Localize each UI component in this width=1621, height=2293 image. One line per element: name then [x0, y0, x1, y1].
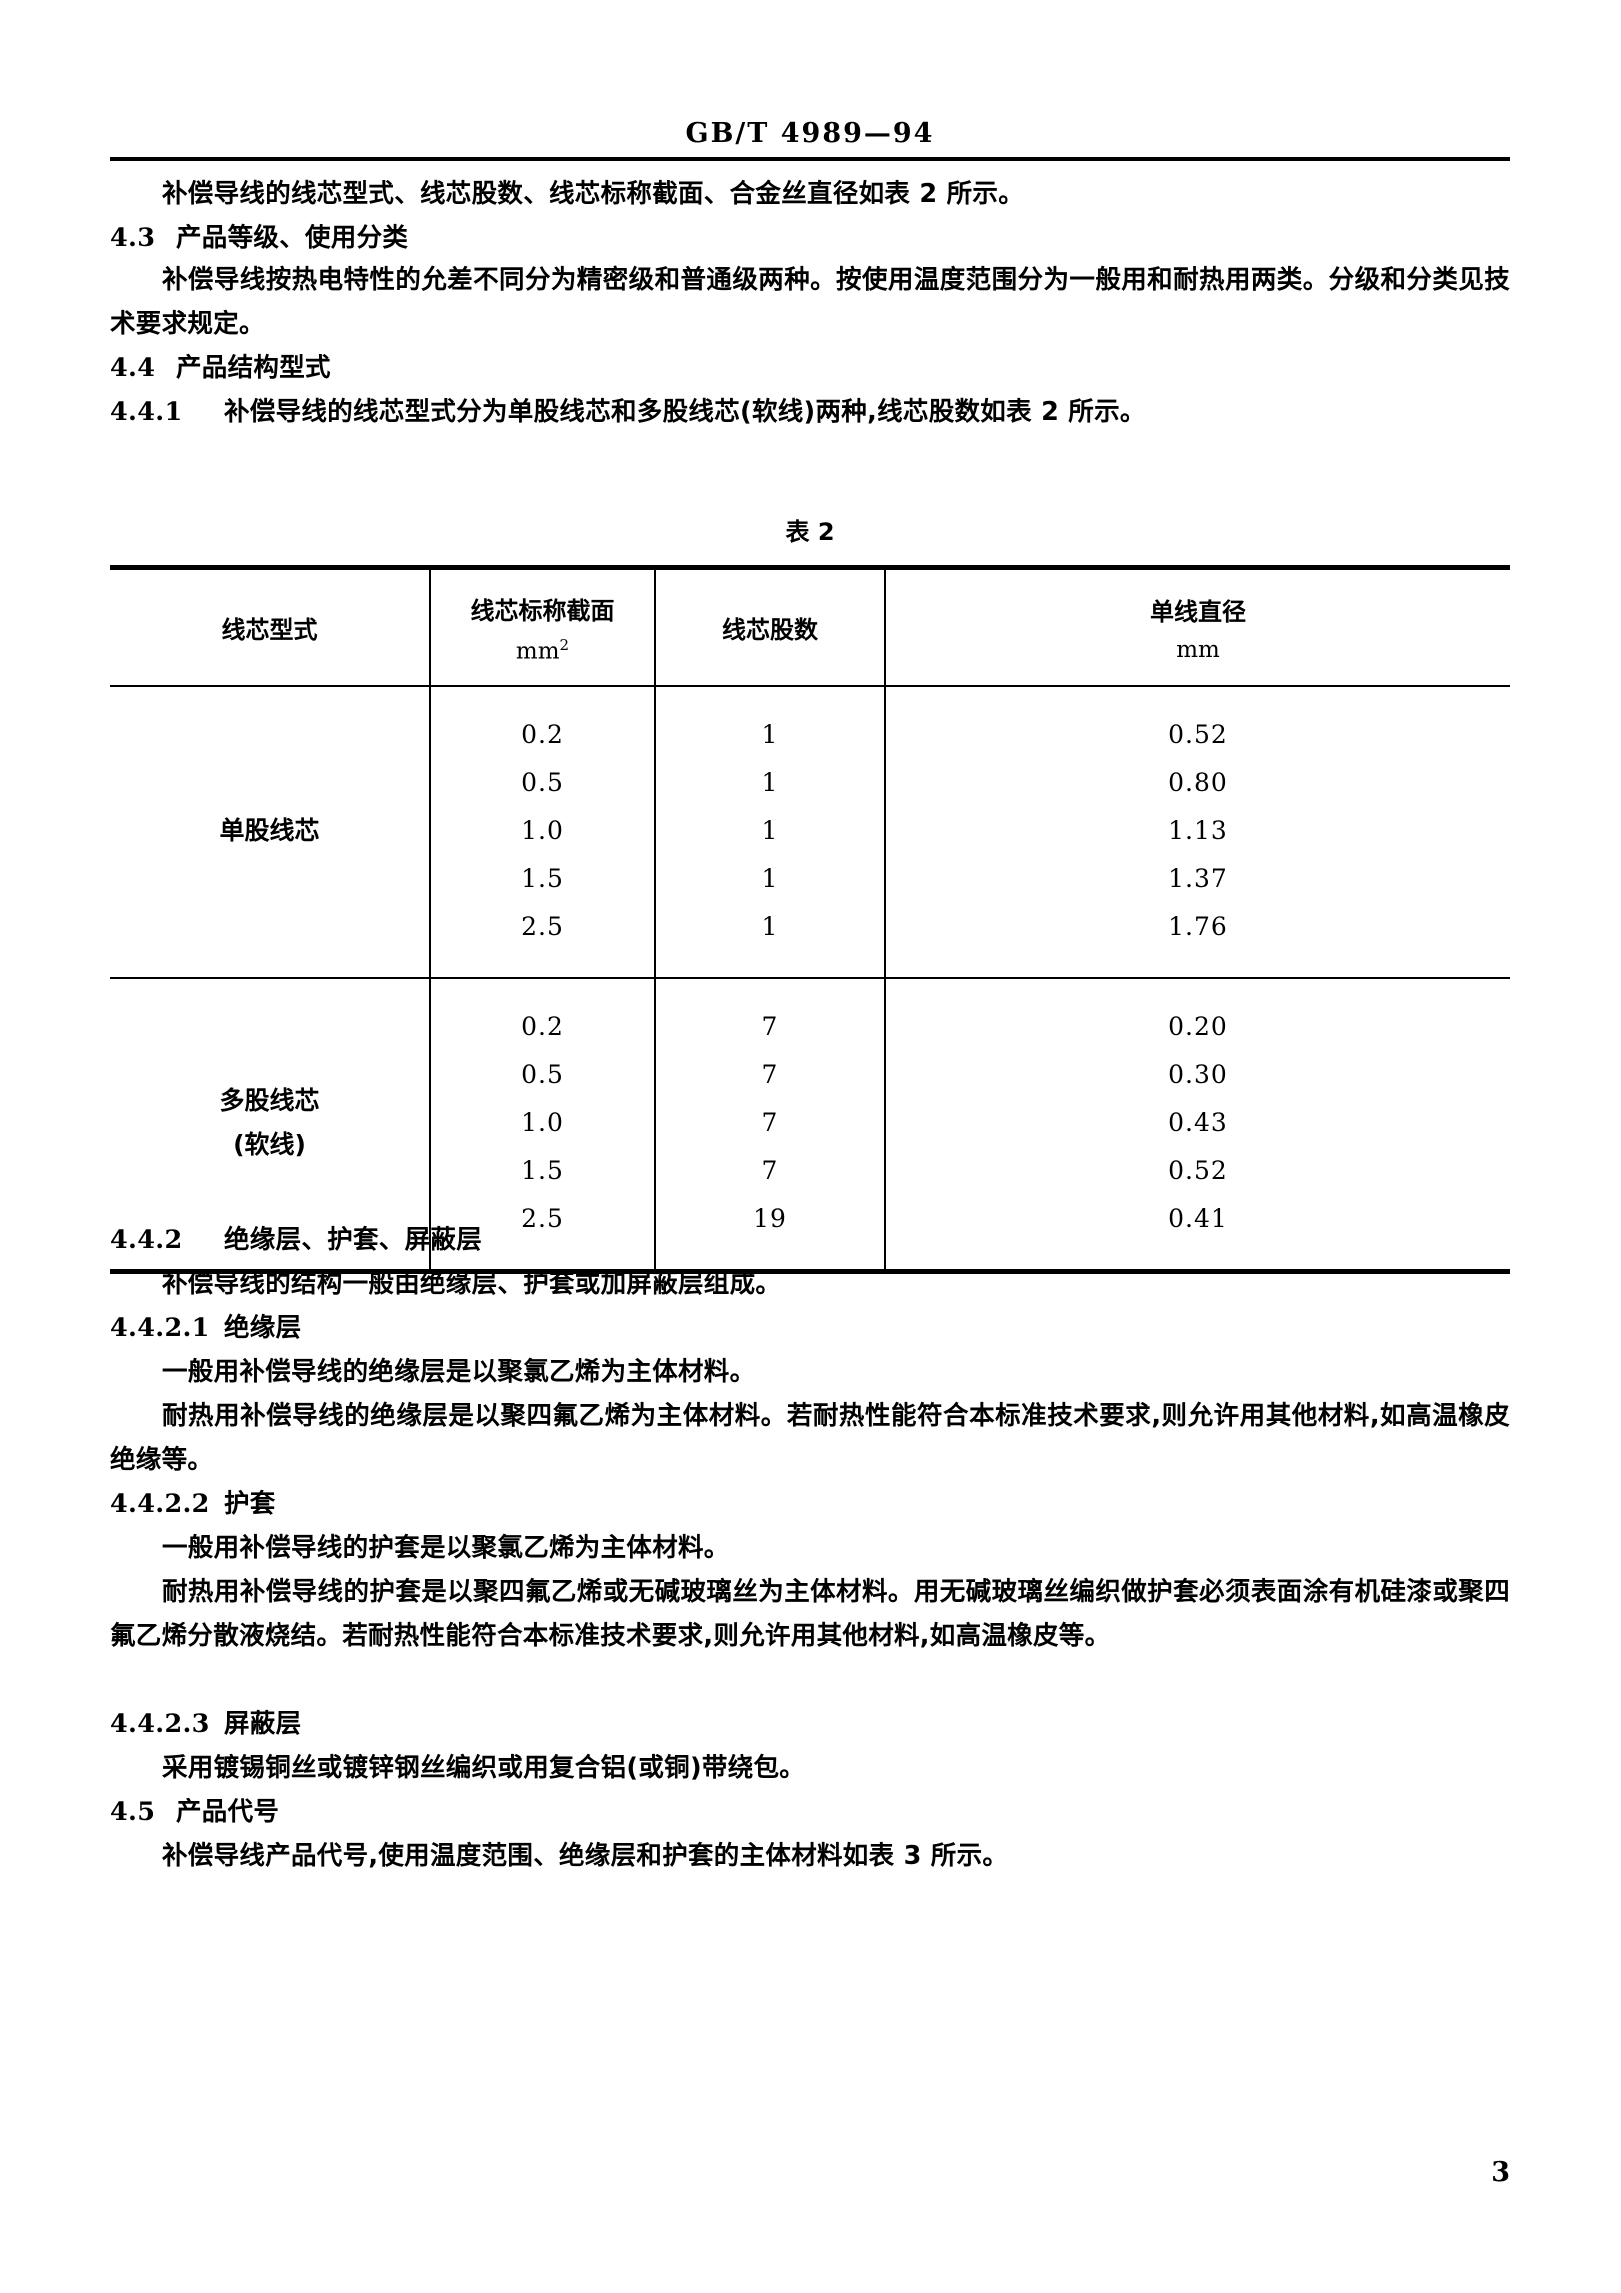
row-label-single-strand: 单股线芯: [110, 686, 430, 979]
section-value: 1.0: [521, 1108, 564, 1137]
heading-4-4-2-1-number: 4.4.2.1: [110, 1313, 210, 1343]
table-row: 单股线芯 0.2 0.5 1.0 1.5 2.5 1 1 1 1 1: [110, 686, 1510, 979]
diameter-value: 1.37: [1168, 864, 1228, 893]
table-2-body: 单股线芯 0.2 0.5 1.0 1.5 2.5 1 1 1 1 1: [110, 686, 1510, 1274]
diameter-value: 1.76: [1168, 912, 1228, 941]
paragraph-4-4-2-1-a: 一般用补偿导线的绝缘层是以聚氯乙烯为主体材料。: [162, 1357, 756, 1387]
strand-value: 7: [761, 1108, 779, 1137]
heading-4-4-2-2: 4.4.2.2 护套: [110, 1482, 1510, 1526]
heading-4-4-2-2-number: 4.4.2.2: [110, 1489, 210, 1519]
row-label-multi-strand-subtext: (软线): [233, 1130, 306, 1159]
strand-value: 7: [761, 1156, 779, 1185]
paragraph-4-4-2: 补偿导线的结构一般由绝缘层、护套或加屏蔽层组成。: [162, 1269, 782, 1299]
heading-4-4-2: 4.4.2 绝缘层、护套、屏蔽层: [110, 1218, 1510, 1262]
diameter-value: 0.52: [1168, 720, 1228, 749]
standard-number: GB/T 4989—94: [685, 118, 935, 149]
heading-4-4-1: 4.4.1 补偿导线的线芯型式分为单股线芯和多股线芯(软线)两种,线芯股数如表 2…: [110, 390, 1510, 434]
section-value: 2.5: [521, 912, 564, 941]
section-value: 0.2: [521, 720, 564, 749]
strand-value: 1: [761, 864, 779, 893]
diameter-value: 0.30: [1168, 1060, 1228, 1089]
strand-value: 7: [761, 1012, 779, 1041]
strand-value: 7: [761, 1060, 779, 1089]
table-2-wrapper: 线芯型式 线芯标称截面 mm2 线芯股数 单线直径 mm: [110, 565, 1510, 1274]
heading-4-5-title: 产品代号: [176, 1797, 280, 1827]
column-header-single-wire-diameter: 单线直径 mm: [884, 565, 1510, 687]
paragraph-4-3: 补偿导线按热电特性的允差不同分为精密级和普通级两种。按使用温度范围分为一般用和耐…: [110, 265, 1510, 339]
heading-4-4-2-title: 绝缘层、护套、屏蔽层: [224, 1225, 483, 1255]
column-header-core-type: 线芯型式: [110, 565, 430, 687]
strand-value: 1: [761, 768, 779, 797]
cell-diameters-group-0: 0.52 0.80 1.13 1.37 1.76: [884, 686, 1510, 979]
strand-value: 1: [761, 816, 779, 845]
column-header-strand-count-title: 线芯股数: [722, 616, 818, 644]
heading-4-5-number: 4.5: [110, 1797, 156, 1827]
table-2-header: 线芯型式 线芯标称截面 mm2 线芯股数 单线直径 mm: [110, 565, 1510, 687]
cell-sections-group-1: 0.2 0.5 1.0 1.5 2.5: [429, 978, 655, 1274]
heading-4-4-2-1: 4.4.2.1 绝缘层: [110, 1306, 1510, 1350]
page-header: GB/T 4989—94: [110, 118, 1510, 149]
heading-4-4: 4.4 产品结构型式: [110, 346, 1510, 390]
cell-sections-group-0: 0.2 0.5 1.0 1.5 2.5: [429, 686, 655, 979]
column-header-strand-count: 线芯股数: [654, 565, 885, 687]
diameter-value: 1.13: [1168, 816, 1228, 845]
page-number: 3: [1491, 2157, 1510, 2188]
cell-diameters-group-1: 0.20 0.30 0.43 0.52 0.41: [884, 978, 1510, 1274]
diameter-value: 0.43: [1168, 1108, 1228, 1137]
heading-4-4-2-3-number: 4.4.2.3: [110, 1709, 210, 1739]
heading-4-4-2-3: 4.4.2.3 屏蔽层: [110, 1702, 1510, 1746]
row-label-multi-strand-text: 多股线芯: [219, 1086, 320, 1115]
heading-4-3-number: 4.3: [110, 223, 156, 253]
heading-4-4-2-1-title: 绝缘层: [224, 1313, 302, 1343]
heading-4-4-2-2-title: 护套: [224, 1489, 276, 1519]
paragraph-4-4-2-1-b: 耐热用补偿导线的绝缘层是以聚四氟乙烯为主体材料。若耐热性能符合本标准技术要求,则…: [110, 1401, 1510, 1475]
heading-4-3: 4.3 产品等级、使用分类: [110, 216, 1510, 260]
section-value: 1.0: [521, 816, 564, 845]
section-value: 0.5: [521, 1060, 564, 1089]
section-value: 2.5: [521, 1204, 564, 1233]
row-label-multi-strand: 多股线芯 (软线): [110, 978, 430, 1274]
diameter-value: 0.52: [1168, 1156, 1228, 1185]
diameter-value: 0.20: [1168, 1012, 1228, 1041]
heading-4-4-number: 4.4: [110, 353, 156, 383]
section-value: 0.5: [521, 768, 564, 797]
section-value: 1.5: [521, 1156, 564, 1185]
heading-4-4-2-number: 4.4.2: [110, 1225, 183, 1255]
column-header-single-wire-diameter-unit: mm: [1176, 637, 1220, 663]
table-row: 多股线芯 (软线) 0.2 0.5 1.0 1.5 2.5 7 7 7: [110, 978, 1510, 1274]
cell-strands-group-0: 1 1 1 1 1: [654, 686, 885, 979]
section-value: 1.5: [521, 864, 564, 893]
heading-4-3-title: 产品等级、使用分类: [176, 223, 409, 253]
heading-4-4-1-text: 补偿导线的线芯型式分为单股线芯和多股线芯(软线)两种,线芯股数如表 2 所示。: [224, 397, 1146, 427]
diameter-value: 0.41: [1168, 1204, 1228, 1233]
cell-strands-group-1: 7 7 7 7 19: [654, 978, 885, 1274]
column-header-single-wire-diameter-title: 单线直径: [1150, 598, 1246, 626]
column-header-nominal-section-unit: mm2: [515, 635, 570, 665]
heading-4-4-2-3-title: 屏蔽层: [224, 1709, 302, 1739]
table-2: 线芯型式 线芯标称截面 mm2 线芯股数 单线直径 mm: [110, 565, 1510, 1274]
paragraph-4-4-2-2-a: 一般用补偿导线的护套是以聚氯乙烯为主体材料。: [162, 1533, 730, 1563]
diameter-value: 0.80: [1168, 768, 1228, 797]
heading-4-4-title: 产品结构型式: [176, 353, 331, 383]
header-divider-rule: [110, 157, 1510, 161]
section-value: 0.2: [521, 1012, 564, 1041]
paragraph-4-4-2-3: 采用镀锡铜丝或镀锌钢丝编织或用复合铝(或铜)带绕包。: [162, 1753, 806, 1783]
paragraph-intro: 补偿导线的线芯型式、线芯股数、线芯标称截面、合金丝直径如表 2 所示。: [162, 179, 1024, 209]
table-2-caption: 表 2: [785, 518, 835, 546]
table-header-row: 线芯型式 线芯标称截面 mm2 线芯股数 单线直径 mm: [110, 565, 1510, 687]
heading-4-5: 4.5 产品代号: [110, 1790, 1510, 1834]
heading-4-4-1-number: 4.4.1: [110, 397, 183, 427]
column-header-core-type-title: 线芯型式: [221, 616, 318, 644]
row-label-single-strand-text: 单股线芯: [219, 816, 320, 845]
paragraph-4-5: 补偿导线产品代号,使用温度范围、绝缘层和护套的主体材料如表 3 所示。: [162, 1841, 1009, 1871]
strand-value: 1: [761, 720, 779, 749]
column-header-nominal-section: 线芯标称截面 mm2: [429, 565, 655, 687]
strand-value: 1: [761, 912, 779, 941]
paragraph-4-4-2-2-b: 耐热用补偿导线的护套是以聚四氟乙烯或无碱玻璃丝为主体材料。用无碱玻璃丝编织做护套…: [110, 1577, 1510, 1651]
strand-value: 19: [753, 1204, 787, 1233]
column-header-nominal-section-title: 线芯标称截面: [470, 596, 615, 625]
